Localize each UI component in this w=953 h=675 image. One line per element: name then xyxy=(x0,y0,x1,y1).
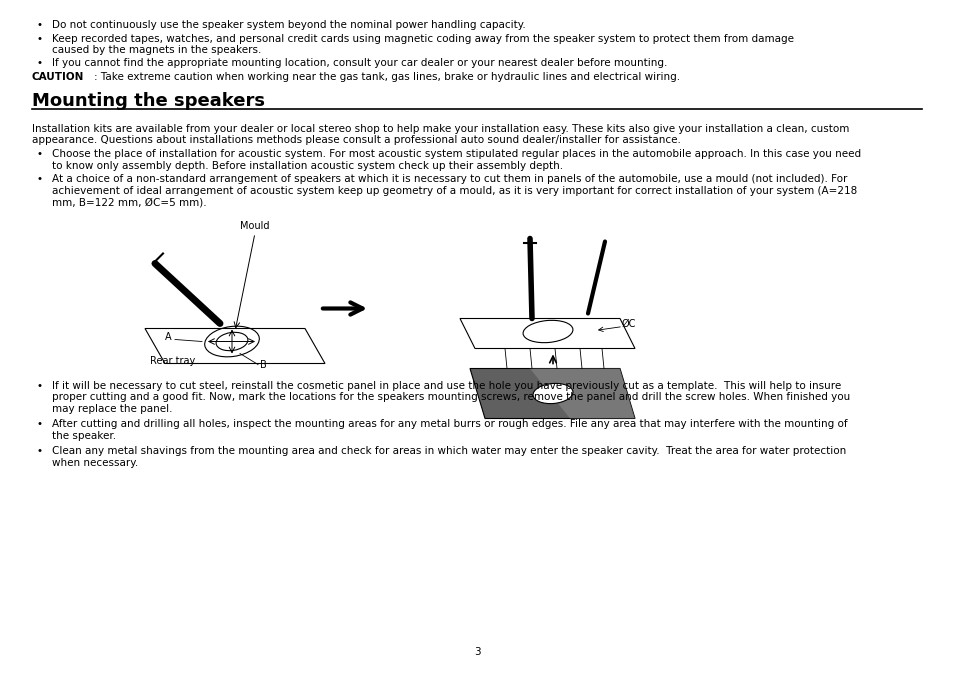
Text: may replace the panel.: may replace the panel. xyxy=(52,404,172,414)
Polygon shape xyxy=(470,369,635,418)
Text: A: A xyxy=(165,333,172,342)
Text: mm, B=122 mm, ØC=5 mm).: mm, B=122 mm, ØC=5 mm). xyxy=(52,198,207,207)
Text: caused by the magnets in the speakers.: caused by the magnets in the speakers. xyxy=(52,45,261,55)
Text: •: • xyxy=(37,446,43,456)
Text: when necessary.: when necessary. xyxy=(52,458,138,468)
Text: : Take extreme caution when working near the gas tank, gas lines, brake or hydra: : Take extreme caution when working near… xyxy=(94,72,679,82)
Text: appearance. Questions about installations methods please consult a professional : appearance. Questions about installation… xyxy=(32,135,680,145)
Text: achievement of ideal arrangement of acoustic system keep up geometry of a mould,: achievement of ideal arrangement of acou… xyxy=(52,186,857,196)
Text: •: • xyxy=(37,381,43,391)
Text: proper cutting and a good fit. Now, mark the locations for the speakers mounting: proper cutting and a good fit. Now, mark… xyxy=(52,392,849,402)
Text: •: • xyxy=(37,419,43,429)
Text: •: • xyxy=(37,20,43,30)
Text: At a choice of a non-standard arrangement of speakers at which it is necessary t: At a choice of a non-standard arrangemen… xyxy=(52,175,846,184)
Ellipse shape xyxy=(533,383,573,404)
Text: CAUTION: CAUTION xyxy=(32,72,84,82)
Text: to know only assembly depth. Before installation acoustic system check up their : to know only assembly depth. Before inst… xyxy=(52,161,562,171)
Text: Clean any metal shavings from the mounting area and check for areas in which wat: Clean any metal shavings from the mounti… xyxy=(52,446,845,456)
Text: Do not continuously use the speaker system beyond the nominal power handling cap: Do not continuously use the speaker syst… xyxy=(52,20,525,30)
Text: 3: 3 xyxy=(474,647,479,657)
Text: •: • xyxy=(37,34,43,43)
Text: •: • xyxy=(37,59,43,68)
Text: If it will be necessary to cut steel, reinstall the cosmetic panel in place and : If it will be necessary to cut steel, re… xyxy=(52,381,841,391)
Text: Mounting the speakers: Mounting the speakers xyxy=(32,92,265,109)
Text: Keep recorded tapes, watches, and personal credit cards using magnetic coding aw: Keep recorded tapes, watches, and person… xyxy=(52,34,793,43)
Text: Choose the place of installation for acoustic system. For most acoustic system s: Choose the place of installation for aco… xyxy=(52,149,861,159)
Text: Rear tray: Rear tray xyxy=(150,356,195,366)
Text: ØC: ØC xyxy=(621,319,636,329)
Text: Mould: Mould xyxy=(240,221,270,231)
Polygon shape xyxy=(530,369,635,418)
Text: •: • xyxy=(37,175,43,184)
Text: •: • xyxy=(37,149,43,159)
Text: Installation kits are available from your dealer or local stereo shop to help ma: Installation kits are available from you… xyxy=(32,124,848,134)
Text: B: B xyxy=(260,360,267,371)
Text: the speaker.: the speaker. xyxy=(52,431,116,441)
Text: If you cannot find the appropriate mounting location, consult your car dealer or: If you cannot find the appropriate mount… xyxy=(52,59,667,68)
Text: After cutting and drilling all holes, inspect the mounting areas for any metal b: After cutting and drilling all holes, in… xyxy=(52,419,846,429)
